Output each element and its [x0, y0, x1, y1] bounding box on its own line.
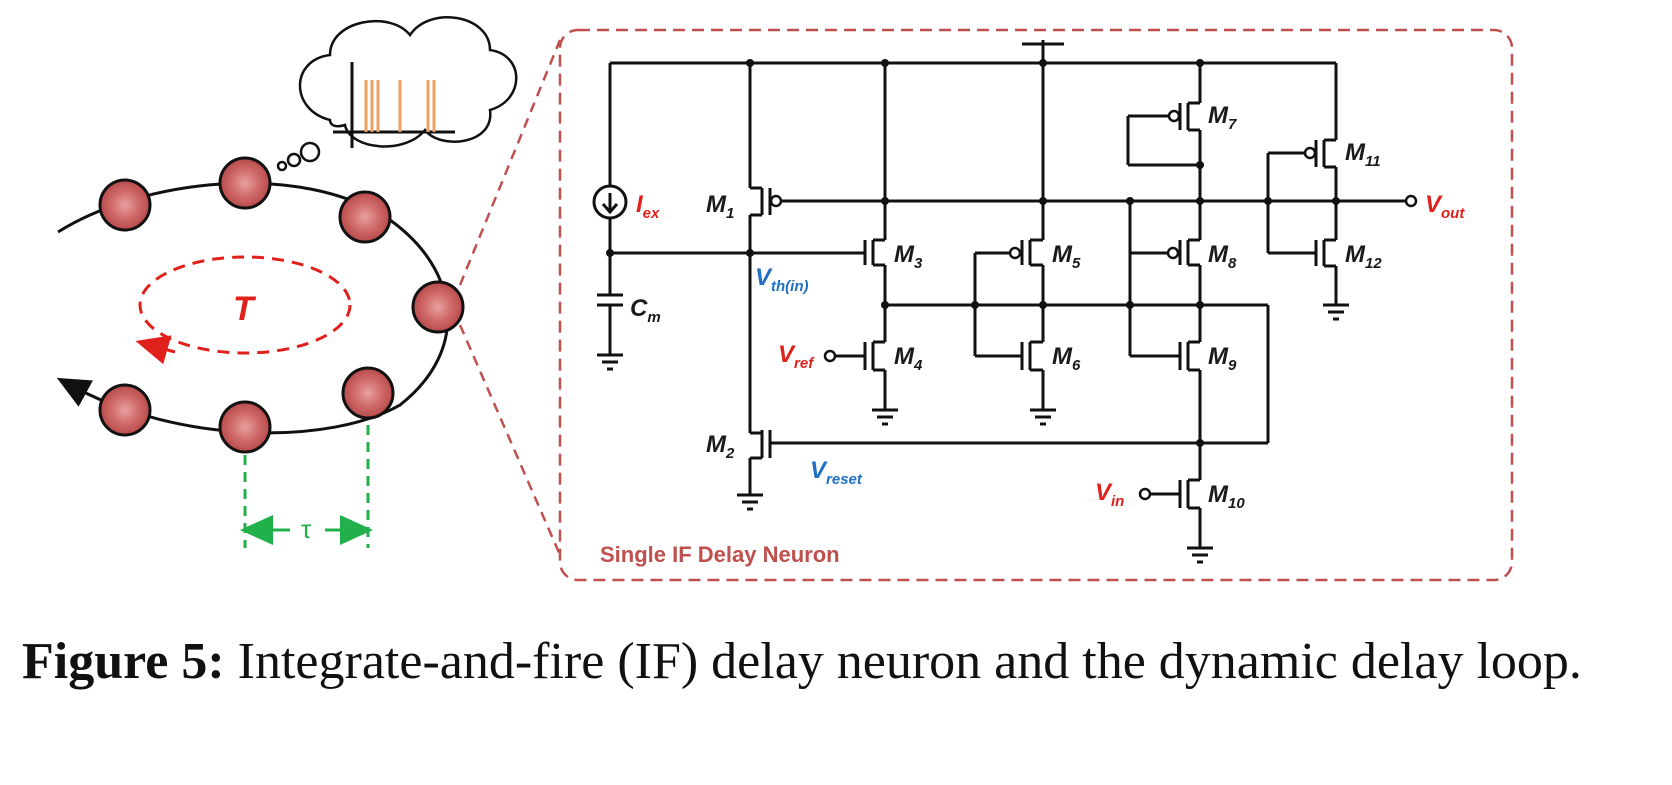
vin-label: V	[1095, 479, 1113, 506]
neuron-node	[218, 156, 272, 210]
m10-label: M	[1208, 481, 1229, 508]
neuron-node	[218, 400, 272, 454]
vout-label: V	[1425, 191, 1443, 218]
neurons	[98, 156, 465, 454]
svg-text:M4: M4	[894, 343, 923, 374]
svg-text:M12: M12	[1345, 241, 1382, 272]
svg-text:M10: M10	[1208, 481, 1245, 512]
m12-label: M	[1345, 241, 1366, 268]
svg-text:M2: M2	[706, 431, 735, 462]
m11-label: M	[1345, 139, 1366, 166]
svg-text:Cm: Cm	[630, 295, 661, 326]
iex-label: I	[636, 191, 644, 218]
svg-text:M1: M1	[706, 191, 734, 222]
svg-text:Vin: Vin	[1095, 479, 1124, 510]
figure-diagram: T	[56, 16, 1514, 582]
circuit-title: Single IF Delay Neuron	[600, 542, 840, 567]
svg-text:M3: M3	[894, 241, 923, 272]
svg-text:M5: M5	[1052, 241, 1081, 272]
delay-label: τ	[301, 514, 312, 544]
svg-text:M7: M7	[1208, 102, 1237, 133]
svg-text:M11: M11	[1345, 139, 1381, 170]
m5-label: M	[1052, 241, 1073, 268]
svg-text:M8: M8	[1208, 241, 1237, 272]
circuit-frame	[558, 28, 1514, 582]
caption-label: Figure 5:	[22, 633, 225, 690]
m4-label: M	[894, 343, 915, 370]
svg-text:Vth(in): Vth(in)	[755, 264, 809, 295]
m1-label: M	[706, 191, 727, 218]
caption-text: Integrate-and-fire (IF) delay neuron and…	[224, 633, 1582, 690]
m9-label: M	[1208, 343, 1229, 370]
circuit-schematic: Single IF Delay Neuron	[558, 28, 1514, 582]
neuron-node	[98, 178, 152, 232]
delay-loop: T	[56, 16, 562, 556]
vref-label: V	[778, 341, 796, 368]
cm-label: C	[630, 295, 648, 322]
svg-text:Iex: Iex	[636, 191, 660, 222]
figure-caption: Figure 5: Integrate-and-fire (IF) delay …	[22, 633, 1650, 691]
neuron-node	[98, 383, 152, 437]
vth-label: V	[755, 264, 773, 291]
m2-label: M	[706, 431, 727, 458]
delay-annotation: τ	[240, 425, 373, 548]
vreset-label: V	[810, 457, 828, 484]
neuron-node	[341, 366, 395, 420]
svg-text:M6: M6	[1052, 343, 1081, 374]
neuron-node	[338, 190, 392, 244]
m3-label: M	[894, 241, 915, 268]
period-loop-arrow	[138, 255, 352, 355]
svg-text:Vout: Vout	[1425, 191, 1465, 222]
m6-label: M	[1052, 343, 1073, 370]
neuron-node	[411, 280, 465, 334]
svg-text:M9: M9	[1208, 343, 1237, 374]
m7-label: M	[1208, 102, 1229, 129]
spike-train	[364, 80, 436, 132]
period-label: T	[233, 290, 257, 328]
thought-bubble	[276, 16, 518, 172]
m8-label: M	[1208, 241, 1229, 268]
svg-text:Vref: Vref	[778, 341, 815, 372]
svg-text:Vreset: Vreset	[810, 457, 863, 488]
